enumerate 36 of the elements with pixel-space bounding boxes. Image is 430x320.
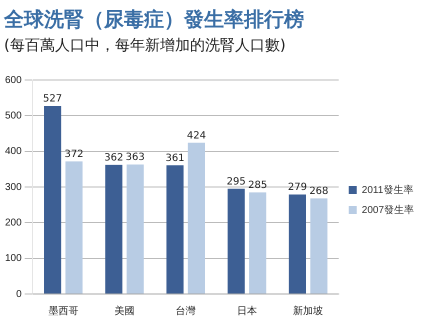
x-tick-label: 新加坡 xyxy=(293,304,324,317)
bar xyxy=(105,164,122,294)
legend-label: 2011發生率 xyxy=(362,184,414,196)
bar xyxy=(166,165,184,294)
x-tick-label: 台灣 xyxy=(176,304,196,317)
data-label: 363 xyxy=(126,152,145,164)
data-label: 285 xyxy=(248,180,268,191)
bar xyxy=(188,142,205,294)
data-label: 361 xyxy=(165,152,185,164)
data-label: 268 xyxy=(309,186,328,198)
bar xyxy=(249,192,266,294)
data-label: 372 xyxy=(64,148,84,160)
data-label: 362 xyxy=(104,152,124,164)
x-tick-label: 日本 xyxy=(236,304,257,317)
data-label: 295 xyxy=(226,176,246,188)
y-tick-label: 100 xyxy=(4,253,22,264)
bar xyxy=(126,164,144,294)
data-label: 527 xyxy=(43,94,62,105)
legend-label: 2007發生率 xyxy=(362,204,414,216)
y-tick-label: 500 xyxy=(4,110,22,122)
y-tick-label: 200 xyxy=(4,217,22,228)
chart-title: 全球洗腎（尿毒症）發生率排行榜 xyxy=(4,6,304,33)
y-tick-label: 300 xyxy=(4,182,22,193)
bar xyxy=(288,194,306,294)
y-tick-label: 600 xyxy=(4,74,22,86)
chart-subtitle: (每百萬人口中，每年新增加的洗腎人口數) xyxy=(4,36,286,55)
bar xyxy=(65,161,83,294)
y-tick-label: 400 xyxy=(4,146,22,158)
x-tick-label: 墨西哥 xyxy=(48,306,78,317)
bar xyxy=(228,188,245,294)
y-tick-label: 0 xyxy=(16,288,22,300)
bar xyxy=(44,106,62,294)
x-tick-label: 美國 xyxy=(114,304,135,317)
data-label: 424 xyxy=(186,130,206,142)
bar xyxy=(310,198,328,294)
data-label: 279 xyxy=(288,182,307,194)
